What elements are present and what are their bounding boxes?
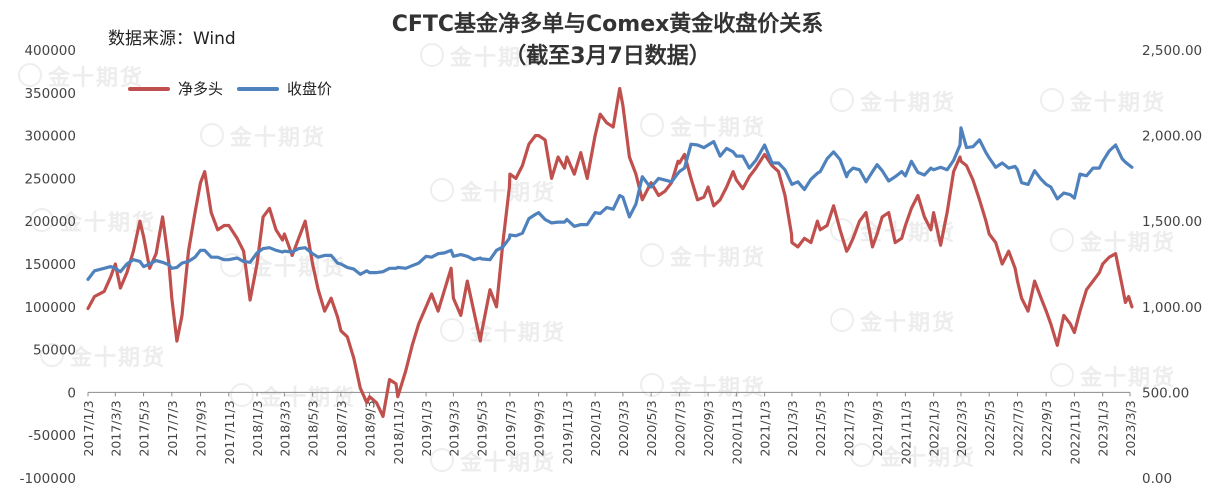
x-tick-label: 2023/3/3 (1123, 400, 1138, 456)
series-line-net-long (86, 86, 1134, 418)
x-tick-label: 2020/3/3 (616, 400, 631, 456)
x-tick-label: 2019/11/3 (560, 400, 575, 464)
legend-label-net-long: 净多头 (178, 80, 224, 98)
legend-item-close: 收盘价 (237, 78, 332, 99)
x-tick-label: 2018/3/3 (277, 400, 292, 456)
x-tick-label: 2017/11/3 (222, 400, 237, 464)
x-tick-label: 2020/11/3 (729, 400, 744, 464)
chart-title: CFTC基金净多单与Comex黄金收盘价关系 (391, 12, 824, 37)
y-right-tick-label: 2,000.00 (1142, 129, 1202, 145)
y-left-tick-label: 300000 (24, 129, 76, 145)
x-tick-label: 2022/3/3 (954, 400, 969, 456)
x-tick-label: 2022/11/3 (1067, 400, 1082, 464)
x-tick-label: 2023/1/3 (1096, 400, 1111, 456)
legend-swatch-close (237, 86, 280, 91)
legend-swatch-net-long (128, 86, 170, 91)
y-left-tick-label: -100000 (20, 471, 76, 487)
y-left-tick-label: 100000 (24, 300, 76, 316)
x-tick-label: 2019/7/3 (503, 400, 518, 456)
x-tick-label: 2022/5/3 (982, 400, 997, 456)
x-tick-label: 2018/1/3 (250, 400, 265, 456)
y-right-tick-label: 1,000.00 (1142, 300, 1202, 316)
y-left-tick-label: 200000 (24, 214, 76, 230)
x-tick-label: 2017/3/3 (108, 400, 123, 456)
x-tick-label: 2017/9/3 (194, 400, 209, 456)
x-tick-label: 2018/5/3 (306, 400, 321, 456)
x-tick-label: 2017/1/3 (81, 400, 96, 456)
x-tick-label: 2021/9/3 (870, 400, 885, 456)
legend-item-net-long: 净多头 (128, 78, 223, 99)
axes-layer: 400000 350000 300000 250000 200000 150000 1000… (20, 43, 1203, 487)
x-tick-label: 2017/5/3 (137, 400, 152, 456)
y-left-tick-label: 250000 (24, 171, 76, 187)
x-tick-label: 2019/3/3 (446, 400, 461, 456)
x-tick-label: 2019/1/3 (419, 400, 434, 456)
x-tick-label: 2022/7/3 (1010, 400, 1025, 456)
x-tick-label: 2020/7/3 (672, 400, 687, 456)
x-tick-label: 2021/7/3 (841, 400, 856, 456)
x-tick-label: 2022/1/3 (927, 400, 942, 456)
chart-subtitle: （截至3月7日数据） (504, 44, 711, 69)
x-tick-label: 2019/5/3 (475, 400, 490, 456)
x-tick-label: 2018/9/3 (363, 400, 378, 456)
y-right-tick-label: 500.00 (1142, 385, 1189, 401)
x-tick-label: 2018/7/3 (334, 400, 349, 456)
x-tick-label: 2019/9/3 (532, 400, 547, 456)
x-tick-label: 2022/9/3 (1039, 400, 1054, 456)
x-tick-label: 2021/1/3 (758, 400, 773, 456)
y-right-tick-label: 2,500.00 (1142, 43, 1202, 59)
legend-label-close: 收盘价 (287, 80, 333, 98)
y-left-tick-label: 50000 (33, 343, 76, 359)
x-tick-label: 2021/3/3 (785, 400, 800, 456)
x-tick-label: 2020/5/3 (644, 400, 659, 456)
series-line-close (86, 126, 1134, 281)
data-source-label: 数据来源：Wind (108, 29, 236, 49)
x-tick-label: 2018/11/3 (391, 400, 406, 464)
y-right-tick-label: 0.00 (1142, 471, 1172, 487)
x-tick-label: 2020/1/3 (588, 400, 603, 456)
y-left-tick-label: 150000 (24, 257, 76, 273)
y-right-tick-label: 1,500.00 (1142, 214, 1202, 230)
x-tick-label: 2020/9/3 (701, 400, 716, 456)
x-tick-label: 2017/7/3 (165, 400, 180, 456)
legend: 净多头 收盘价 (128, 78, 332, 99)
y-left-tick-label: 400000 (24, 43, 76, 59)
y-left-tick-label: 350000 (24, 86, 76, 102)
x-tick-label: 2021/5/3 (813, 400, 828, 456)
y-left-tick-label: -50000 (28, 428, 76, 444)
series-layer (86, 86, 1134, 418)
x-tick-label: 2021/11/3 (898, 400, 913, 464)
y-left-tick-label: 0 (67, 385, 76, 401)
